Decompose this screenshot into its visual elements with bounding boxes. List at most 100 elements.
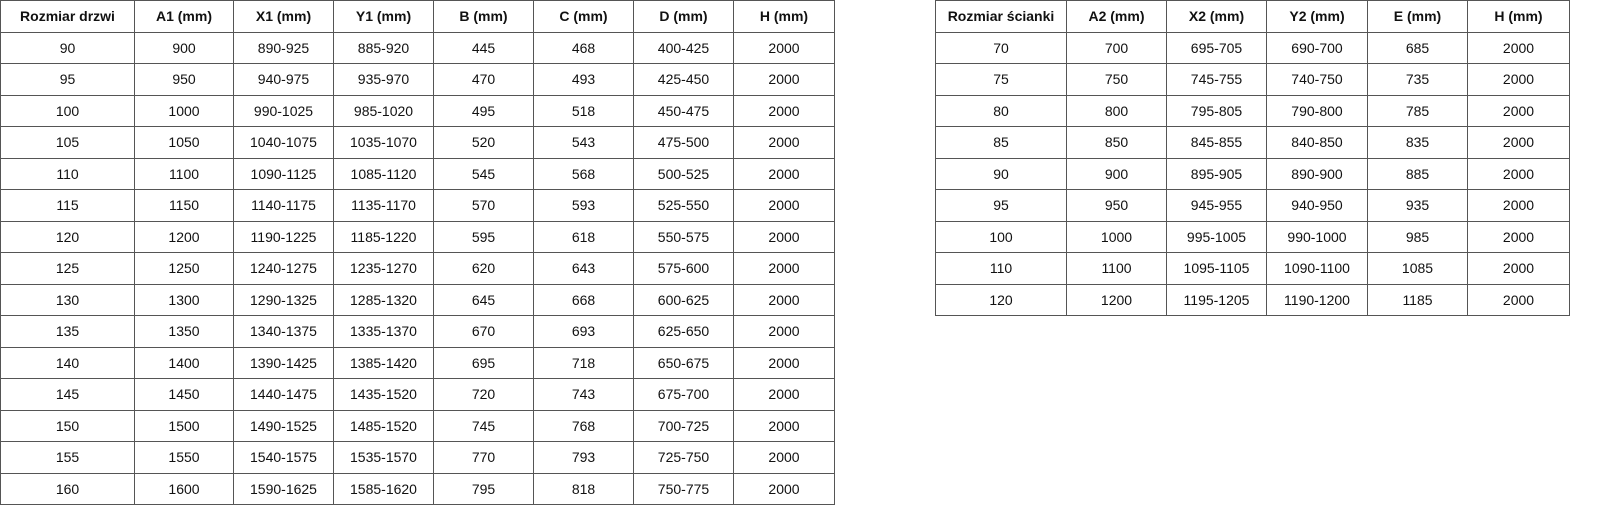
table-cell: 2000 bbox=[733, 283, 835, 316]
table-cell: 1240-1275 bbox=[233, 252, 334, 285]
table-cell: 720 bbox=[433, 378, 534, 411]
table-cell: 700-725 bbox=[633, 409, 734, 442]
table-cell: 645 bbox=[433, 283, 534, 316]
table-cell: 2000 bbox=[733, 472, 835, 505]
table-cell: 120 bbox=[0, 220, 135, 253]
table-cell: 668 bbox=[533, 283, 634, 316]
table-cell: 95 bbox=[0, 63, 135, 96]
column-header: C (mm) bbox=[533, 0, 634, 33]
table-cell: 643 bbox=[533, 252, 634, 285]
table-cell: 470 bbox=[433, 63, 534, 96]
table-cell: 145 bbox=[0, 378, 135, 411]
column-header: X1 (mm) bbox=[233, 0, 334, 33]
column-header: Y2 (mm) bbox=[1266, 0, 1368, 33]
column-header: A2 (mm) bbox=[1066, 0, 1167, 33]
table-row: 85 850 845-855 840-850 835 2000 bbox=[935, 126, 1570, 159]
table-cell: 520 bbox=[433, 126, 534, 159]
table-cell: 693 bbox=[533, 315, 634, 348]
table-cell: 1290-1325 bbox=[233, 283, 334, 316]
table-cell: 450-475 bbox=[633, 94, 734, 127]
table-row: 105 1050 1040-1075 1035-1070 520 543 475-500 20… bbox=[0, 126, 835, 159]
table-cell: 595 bbox=[433, 220, 534, 253]
table-cell: 675-700 bbox=[633, 378, 734, 411]
table-cell: 1035-1070 bbox=[333, 126, 434, 159]
table-cell: 2000 bbox=[733, 378, 835, 411]
table-row: 95 950 945-955 940-950 935 2000 bbox=[935, 189, 1570, 222]
column-header: E (mm) bbox=[1367, 0, 1468, 33]
table-cell: 568 bbox=[533, 157, 634, 190]
table-cell: 120 bbox=[935, 283, 1067, 316]
column-header: Rozmiar ścianki bbox=[935, 0, 1067, 33]
table-cell: 1490-1525 bbox=[233, 409, 334, 442]
table-cell: 1585-1620 bbox=[333, 472, 434, 505]
table-cell: 650-675 bbox=[633, 346, 734, 379]
table-cell: 890-925 bbox=[233, 31, 334, 64]
table-cell: 1340-1375 bbox=[233, 315, 334, 348]
table-cell: 2000 bbox=[733, 441, 835, 474]
table-cell: 1185-1220 bbox=[333, 220, 434, 253]
table-cell: 105 bbox=[0, 126, 135, 159]
table-cell: 445 bbox=[433, 31, 534, 64]
table-row: 110 1100 1095-1105 1090-1100 1085 2000 bbox=[935, 252, 1570, 285]
table-cell: 125 bbox=[0, 252, 135, 285]
table-cell: 1435-1520 bbox=[333, 378, 434, 411]
table-cell: 985 bbox=[1367, 220, 1468, 253]
table-cell: 85 bbox=[935, 126, 1067, 159]
table-cell: 940-950 bbox=[1266, 189, 1368, 222]
table-cell: 940-975 bbox=[233, 63, 334, 96]
table-cell: 885-920 bbox=[333, 31, 434, 64]
table-cell: 795-805 bbox=[1166, 94, 1267, 127]
table-cell: 1235-1270 bbox=[333, 252, 434, 285]
table-cell: 990-1025 bbox=[233, 94, 334, 127]
table-cell: 795 bbox=[433, 472, 534, 505]
table-cell: 100 bbox=[0, 94, 135, 127]
table-cell: 990-1000 bbox=[1266, 220, 1368, 253]
table-cell: 600-625 bbox=[633, 283, 734, 316]
table-cell: 985-1020 bbox=[333, 94, 434, 127]
table-cell: 1590-1625 bbox=[233, 472, 334, 505]
table-cell: 1450 bbox=[134, 378, 234, 411]
table-cell: 1100 bbox=[1066, 252, 1167, 285]
table-cell: 800 bbox=[1066, 94, 1167, 127]
table-cell: 2000 bbox=[733, 220, 835, 253]
table-cell: 725-750 bbox=[633, 441, 734, 474]
wall-size-table: Rozmiar ścianki A2 (mm) X2 (mm) Y2 (mm) E (m… bbox=[935, 0, 1570, 316]
table-cell: 2000 bbox=[1467, 31, 1570, 64]
table-cell: 570 bbox=[433, 189, 534, 222]
table-cell: 1390-1425 bbox=[233, 346, 334, 379]
table-cell: 1090-1125 bbox=[233, 157, 334, 190]
table-cell: 110 bbox=[935, 252, 1067, 285]
table-cell: 2000 bbox=[1467, 126, 1570, 159]
table-cell: 750 bbox=[1066, 63, 1167, 96]
table-cell: 740-750 bbox=[1266, 63, 1368, 96]
table-cell: 2000 bbox=[1467, 220, 1570, 253]
table-cell: 2000 bbox=[733, 126, 835, 159]
table-row: 80 800 795-805 790-800 785 2000 bbox=[935, 94, 1570, 127]
column-header: H (mm) bbox=[1467, 0, 1570, 33]
table-cell: 1185 bbox=[1367, 283, 1468, 316]
table-cell: 1085 bbox=[1367, 252, 1468, 285]
header-row: Rozmiar ścianki A2 (mm) X2 (mm) Y2 (mm) E (m… bbox=[935, 0, 1570, 33]
table-cell: 835 bbox=[1367, 126, 1468, 159]
table-cell: 2000 bbox=[733, 409, 835, 442]
table-cell: 995-1005 bbox=[1166, 220, 1267, 253]
table-cell: 1135-1170 bbox=[333, 189, 434, 222]
table-cell: 2000 bbox=[1467, 157, 1570, 190]
table-cell: 1250 bbox=[134, 252, 234, 285]
table-row: 115 1150 1140-1175 1135-1170 570 593 525-550 20… bbox=[0, 189, 835, 222]
table-cell: 543 bbox=[533, 126, 634, 159]
table-row: 120 1200 1190-1225 1185-1220 595 618 550-575 20… bbox=[0, 220, 835, 253]
table-cell: 400-425 bbox=[633, 31, 734, 64]
column-header: X2 (mm) bbox=[1166, 0, 1267, 33]
table-cell: 840-850 bbox=[1266, 126, 1368, 159]
table-cell: 80 bbox=[935, 94, 1067, 127]
table-cell: 1200 bbox=[1066, 283, 1167, 316]
table-row: 120 1200 1195-1205 1190-1200 1185 2000 bbox=[935, 283, 1570, 316]
table-cell: 495 bbox=[433, 94, 534, 127]
table-row: 90 900 895-905 890-900 885 2000 bbox=[935, 157, 1570, 190]
table-cell: 950 bbox=[1066, 189, 1167, 222]
table-row: 125 1250 1240-1275 1235-1270 620 643 575-600 20… bbox=[0, 252, 835, 285]
table-row: 155 1550 1540-1575 1535-1570 770 793 725-750 20… bbox=[0, 441, 835, 474]
table-cell: 793 bbox=[533, 441, 634, 474]
table-row: 90 900 890-925 885-920 445 468 400-425 2000 bbox=[0, 31, 835, 64]
